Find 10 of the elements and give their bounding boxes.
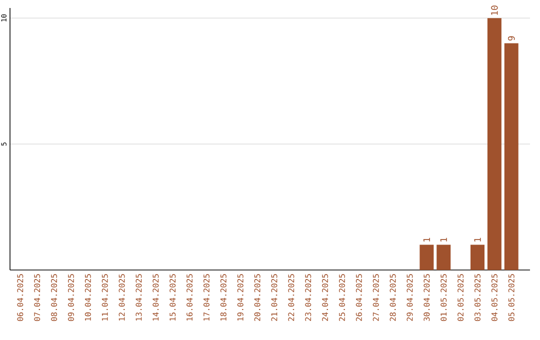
data-label: 1	[440, 238, 447, 242]
data-label: 9	[508, 36, 515, 41]
bar	[470, 244, 484, 270]
bar	[504, 43, 518, 270]
bar	[436, 244, 451, 270]
bar	[487, 18, 502, 270]
bar	[420, 244, 434, 270]
data-label: 1	[474, 238, 481, 242]
data-label: 1	[423, 238, 430, 242]
data-label: 10	[491, 6, 498, 15]
